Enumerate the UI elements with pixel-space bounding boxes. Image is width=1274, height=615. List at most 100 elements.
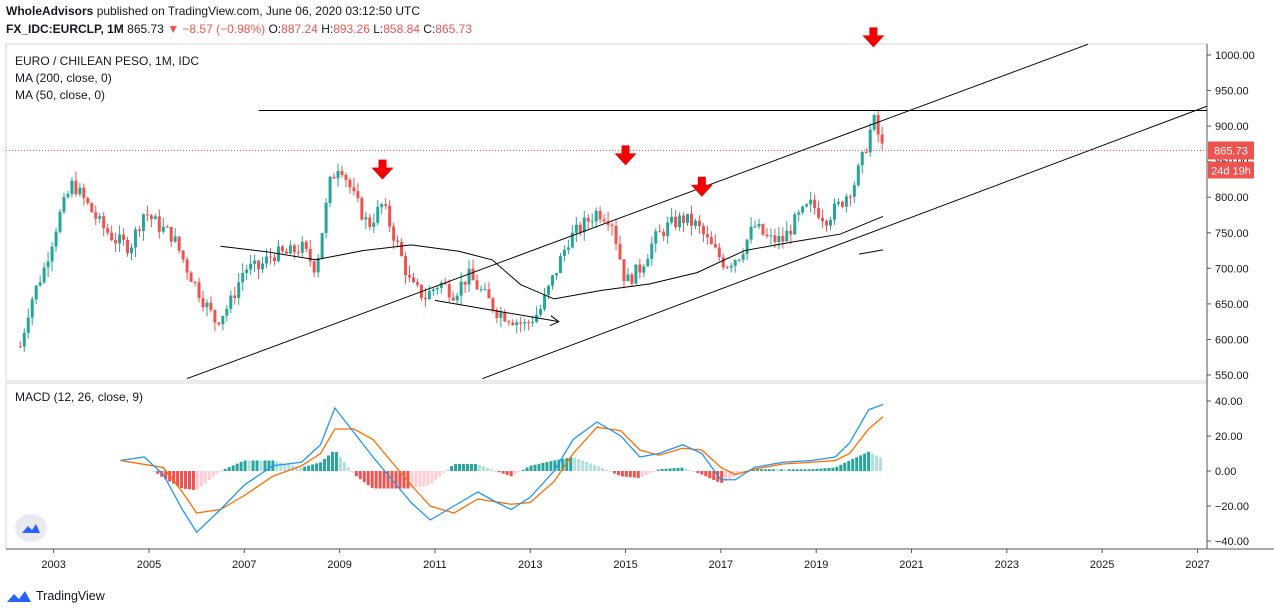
macd-histogram-bar: [791, 469, 795, 471]
macd-histogram-bar: [311, 464, 315, 471]
candle-body: [249, 263, 253, 270]
macd-histogram-bar: [473, 464, 477, 471]
arrow-head-icon: [549, 315, 560, 327]
high-value: 893.26: [333, 22, 370, 36]
macd-histogram-bar: [867, 451, 871, 471]
candle-body: [634, 264, 638, 284]
macd-histogram-bar: [366, 471, 370, 485]
candle-body: [54, 231, 58, 247]
candle-body: [840, 201, 844, 207]
macd-histogram-bar: [319, 462, 323, 471]
macd-histogram-bar: [263, 460, 267, 471]
candle-body: [122, 234, 126, 240]
macd-histogram-bar: [346, 467, 350, 471]
candle-body: [372, 222, 376, 227]
candle-body: [757, 223, 761, 227]
moving-average-line: [220, 215, 884, 300]
macd-histogram-bar: [458, 464, 462, 471]
candle-body: [852, 185, 856, 197]
macd-histogram-bar: [215, 471, 219, 474]
macd-histogram-bar: [164, 471, 168, 480]
ma50-legend[interactable]: MA (50, close, 0): [15, 88, 106, 102]
macd-histogram-bar: [438, 471, 442, 477]
candle-body: [320, 233, 324, 259]
macd-legend[interactable]: MACD (12, 26, close, 9): [15, 390, 144, 404]
candle-body: [793, 214, 797, 235]
publisher-name[interactable]: WholeAdvisors: [6, 4, 94, 18]
candle-body: [487, 289, 491, 299]
macd-histogram-bar: [835, 466, 839, 471]
candle-body: [813, 199, 817, 208]
macd-pane-frame: [5, 382, 1208, 550]
macd-histogram-bar: [597, 466, 601, 471]
candle-body: [558, 256, 562, 273]
ma200-legend[interactable]: MA (200, close, 0): [15, 71, 112, 85]
candle-body: [729, 265, 733, 268]
candle-body: [515, 322, 519, 325]
macd-histogram-bar: [330, 452, 334, 471]
candle-body: [26, 317, 30, 333]
candle-body: [872, 115, 876, 130]
macd-histogram-bar: [199, 471, 203, 487]
candle-body: [165, 226, 169, 228]
last-price-tag: [1208, 141, 1254, 160]
macd-histogram-bar: [827, 467, 831, 471]
candle-body: [213, 309, 217, 323]
low-value: 858.84: [383, 22, 420, 36]
macd-histogram-bar: [418, 471, 422, 487]
candle-body: [443, 282, 447, 285]
candle-body: [582, 217, 586, 233]
candle-body: [253, 260, 257, 264]
macd-histogram-bar: [255, 460, 259, 471]
macd-histogram-bar: [243, 460, 247, 471]
macd-histogram-bar: [454, 464, 458, 471]
macd-histogram-bar: [533, 464, 537, 471]
candle-body: [753, 226, 757, 228]
macd-histogram-bar: [299, 467, 303, 471]
candle-body: [447, 284, 451, 298]
time-tick-label: 2019: [804, 559, 828, 571]
macd-histogram-bar: [684, 468, 688, 471]
macd-histogram-bar: [660, 469, 664, 471]
macd-histogram-bar: [156, 471, 160, 474]
ohlc-line: FX_IDC:EURCLP, 1M 865.73 ▼ −8.57 (−0.98%…: [6, 22, 472, 36]
candle-body: [630, 274, 634, 284]
candle-body: [749, 226, 753, 240]
footer-brand[interactable]: TradingView: [36, 589, 105, 603]
candle-body: [78, 187, 82, 195]
candle-body: [261, 263, 265, 270]
candle-body: [598, 210, 602, 220]
candle-body: [574, 224, 578, 233]
candle-body: [519, 322, 523, 324]
macd-histogram-bar: [239, 461, 243, 471]
tradingview-badge-icon[interactable]: [15, 514, 47, 542]
macd-histogram-bar: [477, 464, 481, 471]
macd-histogram-bar: [879, 457, 883, 471]
macd-histogram-bar: [247, 460, 251, 471]
candle-body: [42, 267, 46, 283]
candle-body: [336, 171, 340, 179]
low-label: L:: [373, 22, 384, 36]
candle-body: [832, 203, 836, 220]
macd-histogram-bar: [755, 469, 759, 471]
candle-body: [741, 254, 745, 260]
time-tick-label: 2005: [137, 559, 161, 571]
candle-body: [411, 277, 415, 283]
macd-histogram-bar: [362, 471, 366, 483]
candle-body: [396, 240, 400, 243]
macd-histogram-bar: [851, 459, 855, 471]
time-tick-label: 2023: [995, 559, 1019, 571]
candle-body: [809, 199, 813, 205]
macd-histogram-bar: [692, 471, 696, 472]
macd-histogram-bar: [787, 469, 791, 471]
macd-histogram-bar: [279, 462, 283, 471]
change-value: ▼ −8.57 (−0.98%): [167, 22, 266, 36]
price-tick-label: 650.00: [1215, 299, 1249, 311]
candle-body: [157, 216, 161, 232]
candle-body: [868, 129, 872, 153]
candle-body: [62, 197, 66, 212]
time-tick-label: 2025: [1090, 559, 1114, 571]
macd-histogram-bar: [700, 471, 704, 475]
series-title[interactable]: EURO / CHILEAN PESO, 1M, IDC: [15, 54, 200, 68]
